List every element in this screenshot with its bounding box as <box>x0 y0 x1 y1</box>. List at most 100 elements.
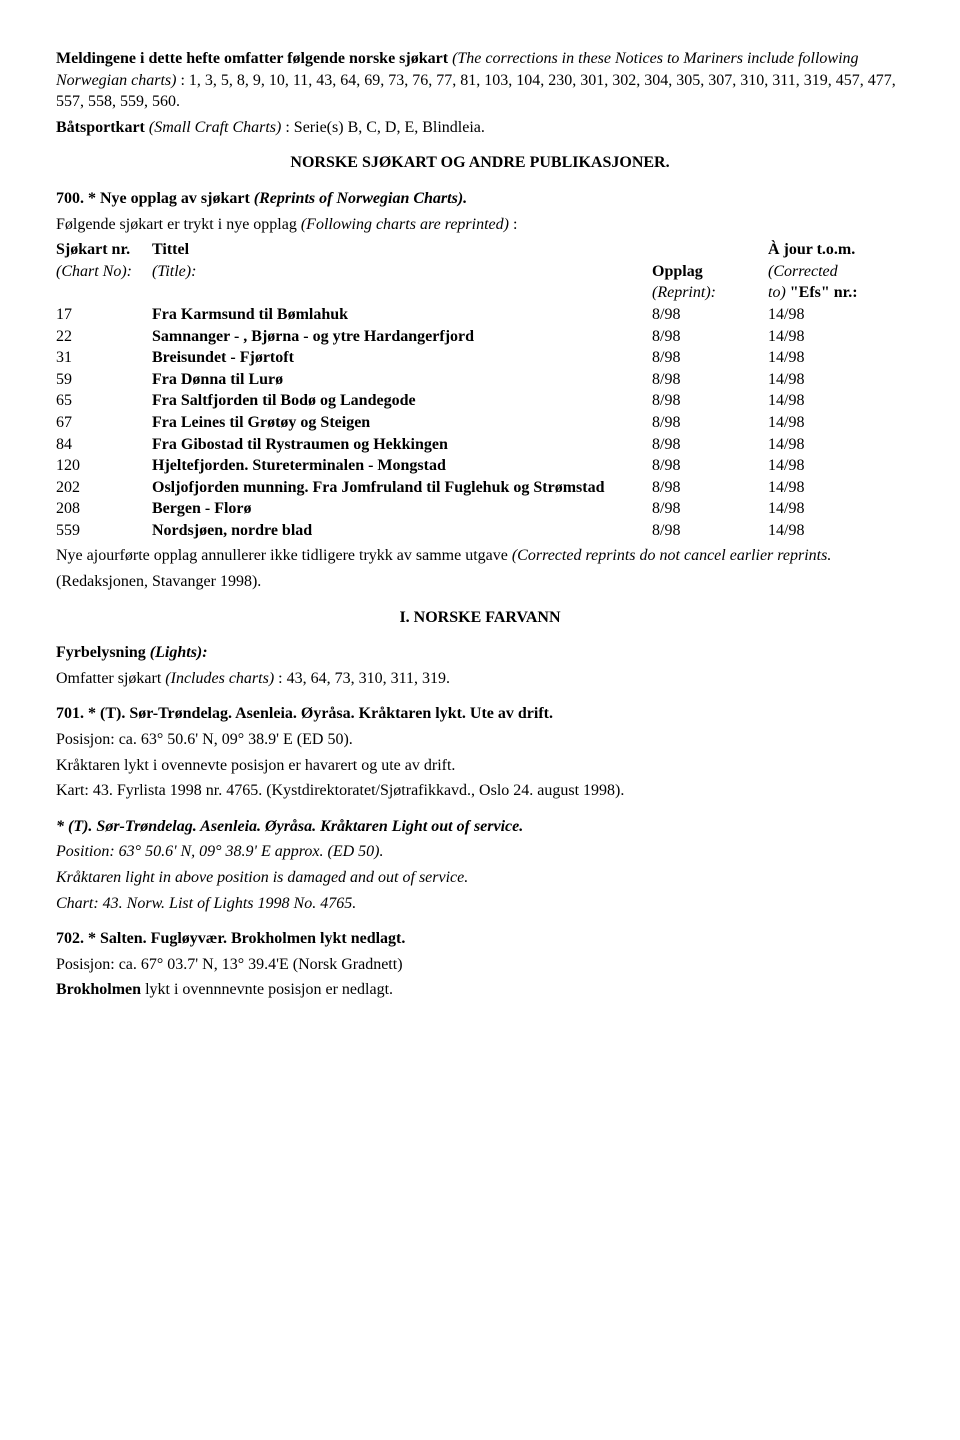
heading-publikasjoner: NORSKE SJØKART OG ANDRE PUBLIKASJONER. <box>56 152 904 174</box>
cell-chart-no: 31 <box>56 347 152 369</box>
table-row: 559Nordsjøen, nordre blad8/9814/98 <box>56 520 904 542</box>
hdr-no-italic: (Chart No): <box>56 263 132 280</box>
n701-en-l2: Kråktaren light in above position is dam… <box>56 867 904 889</box>
cell-chart-title: Breisundet - Fjørtoft <box>152 347 652 369</box>
intro-boat-italic: (Small Craft Charts) <box>149 119 281 136</box>
cell-chart-no: 84 <box>56 434 152 456</box>
lights-line-a-tail: : 43, 64, 73, 310, 311, 319. <box>278 670 450 687</box>
n700-sub-a: Følgende sjøkart er trykt i nye opplag <box>56 216 301 233</box>
n700-title-bold: 700. * Nye opplag av sjøkart <box>56 190 250 207</box>
hdr-ajour-it1: (Corrected <box>768 263 838 280</box>
intro-boat-bold: Båtsportkart <box>56 119 145 136</box>
cell-chart-no: 208 <box>56 498 152 520</box>
cell-chart-no: 120 <box>56 455 152 477</box>
n701-l1: Posisjon: ca. 63° 50.6' N, 09° 38.9' E (… <box>56 729 904 751</box>
cell-opplag: 8/98 <box>652 477 768 499</box>
cell-ajour: 14/98 <box>768 434 904 456</box>
table-row: 59Fra Dønna til Lurø8/9814/98 <box>56 369 904 391</box>
intro-lead-bold: Meldingene i dette hefte omfatter følgen… <box>56 50 448 67</box>
hdr-opplag-bold: Opplag <box>652 263 703 280</box>
n701-title: 701. * (T). Sør-Trøndelag. Asenleia. Øyr… <box>56 703 904 725</box>
cell-opplag: 8/98 <box>652 347 768 369</box>
hdr-no-bold: Sjøkart nr. <box>56 241 130 258</box>
lights-line-a-italic: (Includes charts) <box>165 670 274 687</box>
notice-700: 700. * Nye opplag av sjøkart (Reprints o… <box>56 188 904 593</box>
cell-chart-no: 67 <box>56 412 152 434</box>
cell-chart-no: 65 <box>56 390 152 412</box>
n701-en-title: * (T). Sør-Trøndelag. Asenleia. Øyråsa. … <box>56 816 904 838</box>
intro-paragraph: Meldingene i dette hefte omfatter følgen… <box>56 48 904 138</box>
cell-opplag: 8/98 <box>652 455 768 477</box>
intro-boat-rest: : Serie(s) B, C, D, E, Blindleia. <box>285 119 485 136</box>
cell-chart-no: 559 <box>56 520 152 542</box>
notice-701-en: * (T). Sør-Trøndelag. Asenleia. Øyråsa. … <box>56 816 904 914</box>
reprints-header-row: Sjøkart nr. (Chart No): Tittel (Title): … <box>56 239 904 304</box>
cell-opplag: 8/98 <box>652 412 768 434</box>
cell-opplag: 8/98 <box>652 326 768 348</box>
n701-en-l3: Chart: 43. Norw. List of Lights 1998 No.… <box>56 893 904 915</box>
lights-title-bold: Fyrbelysning <box>56 644 146 661</box>
n701-l3: Kart: 43. Fyrlista 1998 nr. 4765. (Kystd… <box>56 780 904 802</box>
cell-ajour: 14/98 <box>768 498 904 520</box>
cell-ajour: 14/98 <box>768 455 904 477</box>
table-row: 31Breisundet - Fjørtoft8/9814/98 <box>56 347 904 369</box>
heading-farvann: I. NORSKE FARVANN <box>56 607 904 629</box>
cell-chart-title: Bergen - Florø <box>152 498 652 520</box>
cell-chart-title: Fra Leines til Grøtøy og Steigen <box>152 412 652 434</box>
table-row: 84Fra Gibostad til Rystraumen og Hekking… <box>56 434 904 456</box>
notice-702: 702. * Salten. Fugløyvær. Brokholmen lyk… <box>56 928 904 1001</box>
cell-opplag: 8/98 <box>652 369 768 391</box>
n701-en-l1: Position: 63° 50.6' N, 09° 38.9' E appro… <box>56 841 904 863</box>
cell-ajour: 14/98 <box>768 326 904 348</box>
cell-chart-title: Fra Dønna til Lurø <box>152 369 652 391</box>
n702-l2-rest: lykt i ovennnevnte posisjon er nedlagt. <box>145 981 393 998</box>
cell-chart-no: 59 <box>56 369 152 391</box>
cell-chart-title: Hjeltefjorden. Stureterminalen - Mongsta… <box>152 455 652 477</box>
cell-ajour: 14/98 <box>768 347 904 369</box>
table-row: 120Hjeltefjorden. Stureterminalen - Mong… <box>56 455 904 477</box>
cell-chart-no: 22 <box>56 326 152 348</box>
lights-block: Fyrbelysning (Lights): Omfatter sjøkart … <box>56 642 904 689</box>
n700-sub-a-tail: : <box>513 216 517 233</box>
table-row: 202Osljofjorden munning. Fra Jomfruland … <box>56 477 904 499</box>
cell-ajour: 14/98 <box>768 412 904 434</box>
intro-chart-numbers: : 1, 3, 5, 8, 9, 10, 11, 43, 64, 69, 73,… <box>56 72 896 111</box>
cell-ajour: 14/98 <box>768 304 904 326</box>
reprints-table: Sjøkart nr. (Chart No): Tittel (Title): … <box>56 239 904 541</box>
notice-701: 701. * (T). Sør-Trøndelag. Asenleia. Øyr… <box>56 703 904 801</box>
cell-chart-title: Osljofjorden munning. Fra Jomfruland til… <box>152 477 652 499</box>
n701-l2: Kråktaren lykt i ovennevte posisjon er h… <box>56 755 904 777</box>
n700-footer-a: Nye ajourførte opplag annullerer ikke ti… <box>56 547 512 564</box>
table-row: 65Fra Saltfjorden til Bodø og Landegode8… <box>56 390 904 412</box>
cell-ajour: 14/98 <box>768 390 904 412</box>
cell-chart-title: Fra Karmsund til Bømlahuk <box>152 304 652 326</box>
cell-opplag: 8/98 <box>652 304 768 326</box>
table-row: 67Fra Leines til Grøtøy og Steigen8/9814… <box>56 412 904 434</box>
cell-chart-title: Fra Gibostad til Rystraumen og Hekkingen <box>152 434 652 456</box>
n702-title: 702. * Salten. Fugløyvær. Brokholmen lyk… <box>56 928 904 950</box>
n700-sub-a-italic: (Following charts are reprinted) <box>301 216 509 233</box>
cell-chart-no: 17 <box>56 304 152 326</box>
cell-ajour: 14/98 <box>768 477 904 499</box>
cell-chart-no: 202 <box>56 477 152 499</box>
table-row: 17Fra Karmsund til Bømlahuk8/9814/98 <box>56 304 904 326</box>
n700-footer-b: (Redaksjonen, Stavanger 1998). <box>56 571 904 593</box>
cell-chart-title: Fra Saltfjorden til Bodø og Landegode <box>152 390 652 412</box>
cell-opplag: 8/98 <box>652 520 768 542</box>
hdr-title-italic: (Title): <box>152 263 196 280</box>
n702-l2-bold: Brokholmen <box>56 981 141 998</box>
n700-footer-a-italic: (Corrected reprints do not cancel earlie… <box>512 547 832 564</box>
cell-ajour: 14/98 <box>768 369 904 391</box>
table-row: 22Samnanger - , Bjørna - og ytre Hardang… <box>56 326 904 348</box>
hdr-ajour-it2: to) <box>768 284 786 301</box>
lights-line-a: Omfatter sjøkart <box>56 670 165 687</box>
hdr-opplag-italic: (Reprint): <box>652 284 716 301</box>
cell-opplag: 8/98 <box>652 390 768 412</box>
n702-l1: Posisjon: ca. 67° 03.7' N, 13° 39.4'E (N… <box>56 954 904 976</box>
hdr-title-bold: Tittel <box>152 241 189 258</box>
lights-title-italic: (Lights): <box>150 644 208 661</box>
cell-opplag: 8/98 <box>652 434 768 456</box>
table-row: 208Bergen - Florø8/9814/98 <box>56 498 904 520</box>
hdr-ajour-bold2: "Efs" nr.: <box>790 284 858 301</box>
cell-opplag: 8/98 <box>652 498 768 520</box>
